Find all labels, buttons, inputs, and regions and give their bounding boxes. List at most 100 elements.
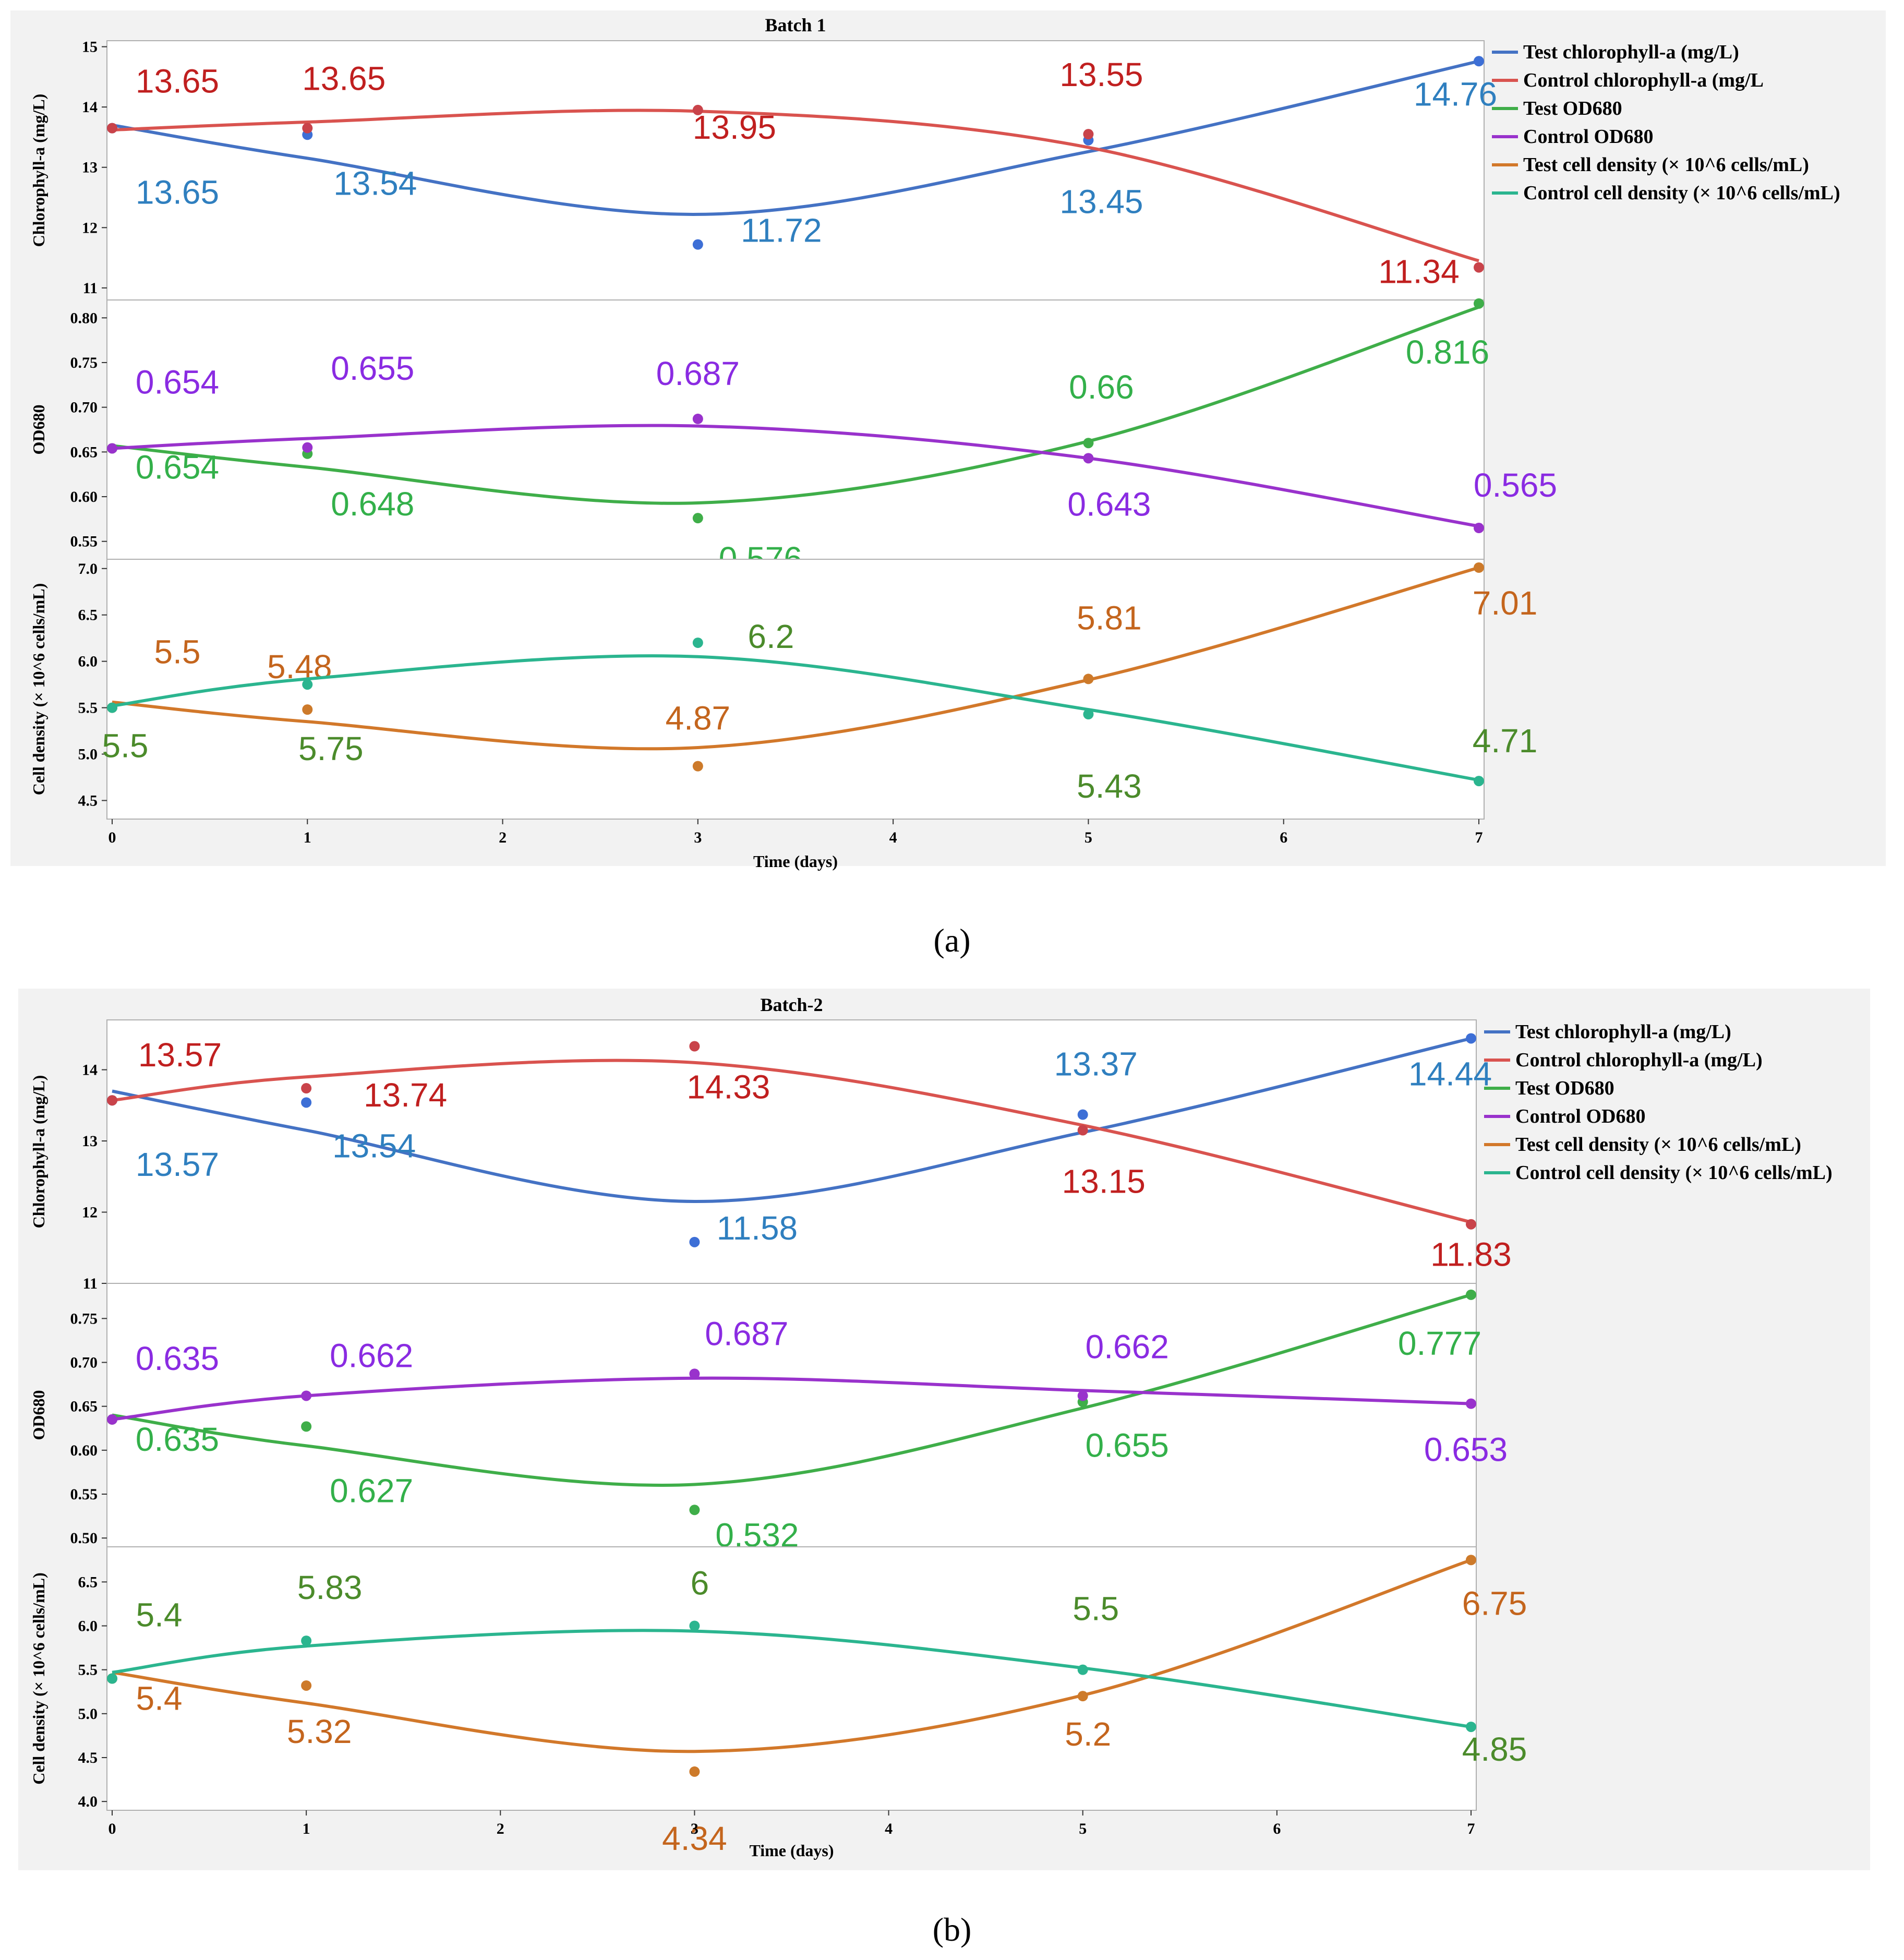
data-point	[689, 1620, 700, 1631]
data-point	[1077, 1664, 1088, 1675]
data-label: 11.72	[741, 212, 822, 249]
data-label: 0.66	[1069, 368, 1134, 406]
data-point	[692, 239, 703, 250]
series-2: 0.654 0.655 0.687 0.643 0.565	[107, 350, 1557, 534]
data-label: 0.635	[136, 1421, 219, 1458]
x-tick-label: 1	[303, 1820, 310, 1837]
data-label: 13.74	[364, 1076, 447, 1114]
plot-area	[106, 1283, 1477, 1547]
y-tick-label: 6.0	[78, 653, 98, 670]
data-label: 0.816	[1406, 333, 1489, 371]
x-tick-label: 5	[1084, 829, 1092, 846]
plot-area	[106, 40, 1485, 300]
y-tick-label: 6.0	[78, 1618, 98, 1635]
data-label: 13.65	[302, 60, 385, 98]
data-label: 13.57	[136, 1146, 219, 1183]
data-point	[1466, 1398, 1476, 1409]
y-tick-label: 13	[82, 159, 98, 176]
legend-entry: Control OD680	[1515, 1105, 1645, 1127]
data-label: 5.4	[136, 1596, 183, 1634]
legend-entry: Control chlorophyll-a (mg/L	[1523, 69, 1764, 91]
legend-entry: Test cell density (× 10^6 cells/mL)	[1515, 1134, 1801, 1156]
data-label: 13.54	[332, 1127, 416, 1164]
data-point	[302, 704, 313, 715]
data-label: 13.15	[1062, 1163, 1146, 1200]
data-label: 0.662	[1086, 1328, 1169, 1365]
data-label: 13.65	[136, 63, 219, 100]
data-point	[1083, 709, 1094, 720]
data-point	[1083, 453, 1094, 464]
x-axis-title: Time (days)	[749, 1841, 834, 1860]
data-point	[689, 1368, 700, 1379]
data-label: 5.5	[102, 727, 149, 765]
data-label: 0.654	[136, 363, 219, 401]
data-point	[1466, 1033, 1476, 1044]
data-label: 0.654	[136, 448, 219, 486]
data-point	[689, 1236, 700, 1247]
y-tick-label: 12	[82, 1204, 98, 1221]
data-point	[689, 1041, 700, 1052]
data-label: 13.55	[1059, 56, 1143, 93]
y-tick-label: 0.70	[70, 1354, 98, 1372]
data-point	[692, 761, 703, 772]
y-tick-label: 7.0	[78, 560, 98, 578]
x-tick-label: 7	[1475, 829, 1483, 846]
data-point	[1474, 262, 1484, 273]
data-point	[1077, 1691, 1088, 1702]
x-tick-label: 3	[694, 829, 702, 846]
y-tick-label: 5.0	[78, 1705, 98, 1723]
data-label: 11.34	[1378, 253, 1459, 291]
data-label: 5.81	[1077, 599, 1142, 636]
legend-entry: Test chlorophyll-a (mg/L)	[1515, 1021, 1731, 1043]
y-axis-title: Cell density (× 10^6 cells/mL)	[29, 1572, 48, 1785]
y-axis-title: Cell density (× 10^6 cells/mL)	[29, 583, 48, 796]
data-label: 0.627	[330, 1472, 413, 1509]
data-label: 5.32	[287, 1713, 352, 1750]
data-label: 4.87	[666, 700, 731, 737]
y-axis-title: OD680	[29, 1390, 48, 1440]
data-label: 6.75	[1462, 1584, 1527, 1622]
data-label: 13.95	[693, 109, 776, 146]
x-tick-label: 4	[885, 1820, 893, 1837]
data-point	[1077, 1390, 1088, 1401]
chart-title: Batch 1	[765, 15, 826, 35]
y-tick-label: 0.75	[70, 1310, 98, 1327]
data-label: 4.34	[662, 1820, 727, 1857]
data-label: 7.01	[1473, 584, 1538, 622]
data-label: 0.662	[330, 1337, 413, 1374]
y-tick-label: 4.0	[78, 1793, 98, 1810]
y-tick-label: 0.65	[70, 443, 98, 461]
data-point	[689, 1505, 700, 1516]
y-tick-label: 0.60	[70, 1442, 98, 1459]
y-tick-label: 12	[82, 219, 98, 236]
data-label: 0.687	[656, 355, 740, 392]
y-tick-label: 0.65	[70, 1398, 98, 1415]
data-point	[107, 702, 117, 713]
series-1: 5.5 5.484.875.81 7.01	[107, 562, 1537, 772]
y-tick-label: 0.75	[70, 354, 98, 371]
data-point	[1083, 674, 1094, 684]
data-label: 0.653	[1424, 1431, 1508, 1469]
subplot-1: 11 12 13 14 15 Chlorophyll-a (mg/L) 13.65 13.54…	[29, 39, 1497, 300]
legend-entry: Test OD680	[1523, 98, 1622, 119]
data-point	[107, 1673, 117, 1684]
data-label: 13.45	[1059, 183, 1143, 221]
data-point	[692, 513, 703, 524]
caption-b: (b)	[933, 1911, 972, 1948]
data-point	[1077, 1125, 1088, 1136]
y-tick-label: 0.70	[70, 399, 98, 416]
data-label: 0.655	[331, 350, 414, 387]
legend-entry: Control cell density (× 10^6 cells/mL)	[1523, 182, 1840, 204]
data-label: 4.85	[1462, 1730, 1527, 1768]
data-label: 5.4	[136, 1680, 183, 1717]
data-label: 13.65	[136, 174, 219, 211]
y-tick-label: 0.55	[70, 533, 98, 550]
data-point	[692, 638, 703, 648]
subplot-2: 0.550.600.650.700.750.80OD6800.6540.6480…	[29, 298, 1557, 578]
series-fit-line	[112, 1558, 1472, 1753]
data-point	[1466, 1289, 1476, 1300]
x-tick-label: 2	[499, 829, 507, 846]
